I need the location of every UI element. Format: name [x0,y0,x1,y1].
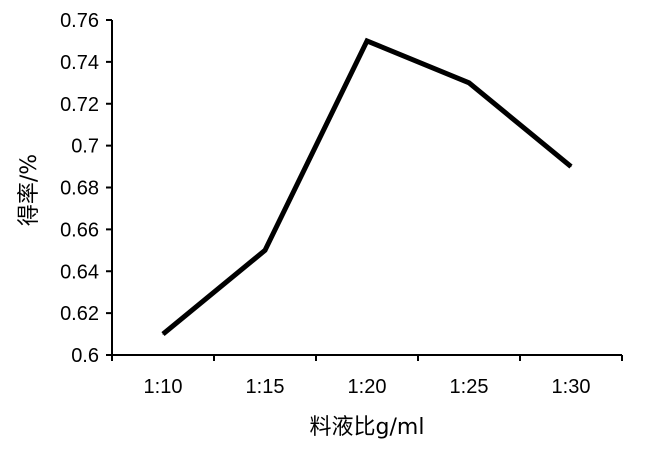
x-tick-label: 1:25 [450,376,489,398]
y-tick-label: 0.6 [71,345,99,367]
data-point [468,82,470,84]
y-tick-label: 0.76 [60,10,99,32]
y-tick-label: 0.64 [60,261,99,283]
y-tick-label: 0.7 [71,136,99,158]
data-point [570,166,572,168]
y-tick-label: 0.66 [60,219,99,241]
data-point [162,333,164,335]
x-tick-label: 1:20 [348,376,387,398]
x-axis-title: 料液比g/ml [310,415,425,440]
y-tick-label: 0.74 [60,52,99,74]
data-point [264,249,266,251]
y-tick-label: 0.72 [60,94,99,116]
y-tick-label: 0.68 [60,178,99,200]
y-tick-label: 0.62 [60,303,99,325]
x-tick-label: 1:30 [552,376,591,398]
x-tick-label: 1:15 [246,376,285,398]
axes [111,20,622,356]
y-axis-title: 得率/% [17,154,42,226]
data-point [366,40,368,42]
series-line [161,37,573,336]
series-group [161,37,573,336]
y-axis-ticks: 0.6 0.62 0.64 0.66 0.68 0.7 0.72 0.74 0.76 [60,10,112,367]
x-axis-ticks: 1:10 1:15 1:20 1:25 1:30 [111,355,623,398]
x-tick-label: 1:10 [144,376,183,398]
